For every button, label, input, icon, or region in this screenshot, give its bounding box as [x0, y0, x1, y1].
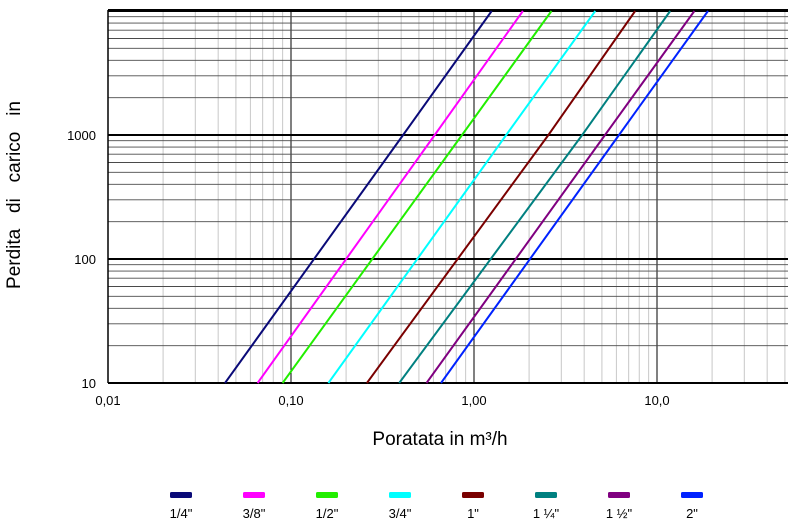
x-tick-label: 0,01	[95, 393, 120, 408]
y-tick-label: 1000	[67, 128, 96, 143]
x-tick-label: 10,0	[644, 393, 669, 408]
y-tick-label: 100	[74, 252, 96, 267]
series-line-1	[256, 10, 524, 384]
legend-label: 1 ½"	[606, 506, 633, 521]
x-tick-label: 0,10	[278, 393, 303, 408]
series-line-7	[440, 10, 709, 384]
legend-label: 1 ¼"	[533, 506, 560, 521]
legend-label: 3/4"	[389, 506, 412, 521]
legend: 1/4" 3/8" 1/2" 3/4" 1" 1 ¼" 1 ½" 2"	[170, 492, 703, 521]
y-tick-labels: 10 100 1000	[67, 128, 96, 391]
legend-swatch	[170, 492, 192, 498]
legend-label: 1"	[467, 506, 479, 521]
legend-swatch	[462, 492, 484, 498]
legend-label: 3/8"	[243, 506, 266, 521]
legend-swatch	[681, 492, 703, 498]
y-tick-label: 10	[82, 376, 96, 391]
legend-swatch	[389, 492, 411, 498]
series-line-6	[425, 10, 696, 384]
legend-swatch	[243, 492, 265, 498]
series-line-3	[327, 10, 597, 384]
series-lines	[224, 10, 709, 384]
series-line-0	[224, 10, 493, 384]
grid	[107, 9, 788, 384]
legend-swatch	[608, 492, 630, 498]
x-axis-label: Poratata in m³/h	[372, 429, 507, 450]
legend-label: 2"	[686, 506, 698, 521]
x-tick-labels: 0,01 0,10 1,00 10,0	[95, 393, 669, 408]
x-tick-label: 1,00	[461, 393, 486, 408]
series-line-2	[281, 10, 553, 384]
legend-label: 1/2"	[316, 506, 339, 521]
series-line-4	[366, 10, 637, 384]
legend-label: 1/4"	[170, 506, 193, 521]
y-axis-label: Perdita di carico in	[4, 101, 25, 289]
series-line-5	[398, 10, 672, 384]
legend-swatch	[316, 492, 338, 498]
legend-swatch	[535, 492, 557, 498]
